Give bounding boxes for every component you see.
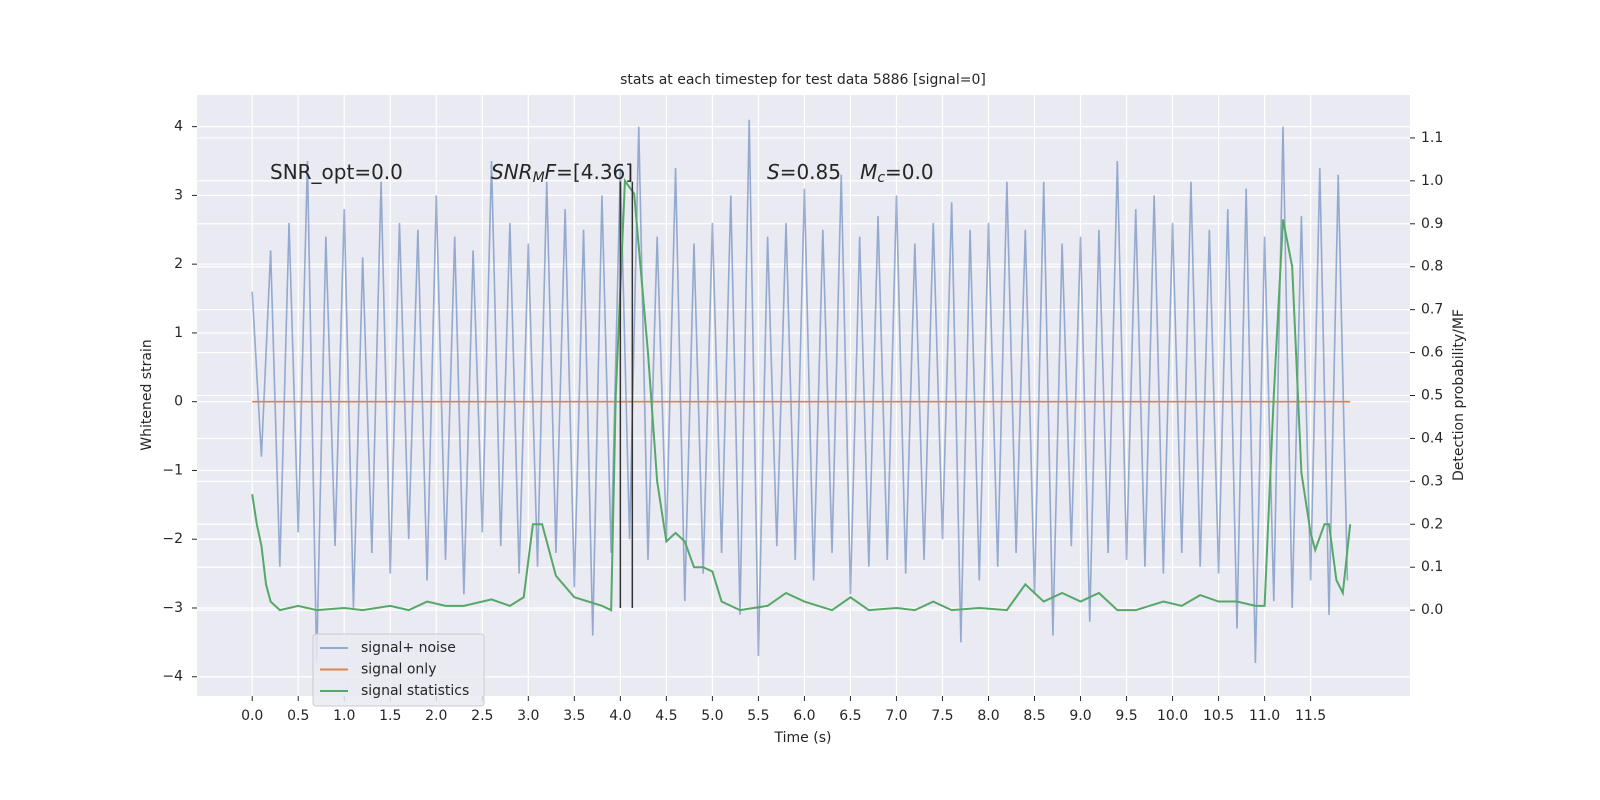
chart-title: stats at each timestep for test data 588… <box>620 72 986 88</box>
y2-tick-label: 0.2 <box>1421 516 1443 532</box>
annotation: S=0.85 Mc=0.0 <box>767 160 934 187</box>
y2-tick-label: 1.0 <box>1421 173 1443 189</box>
series-line <box>251 177 1352 612</box>
y-tick-label: 3 <box>174 187 183 203</box>
x-tick-label: 10.0 <box>1157 708 1188 724</box>
x-tick-label: 1.0 <box>333 708 355 724</box>
annotation-part: =[4.36] <box>556 160 633 184</box>
y-tick-label: 2 <box>174 256 183 272</box>
x-tick-label: 0.0 <box>241 708 263 724</box>
y2-axis-label: Detection probability/MF <box>1451 309 1467 481</box>
x-tick-label: 8.0 <box>977 708 999 724</box>
y2-tick-label: 0.0 <box>1421 602 1443 618</box>
y2-tick-label: 0.9 <box>1421 216 1443 232</box>
x-tick-label: 7.5 <box>931 708 953 724</box>
annotation-part: S <box>767 160 780 184</box>
x-tick-label: 2.0 <box>425 708 447 724</box>
x-tick-label: 0.5 <box>287 708 309 724</box>
y-axis-label: Whitened strain <box>139 339 155 450</box>
x-tick-label: 7.0 <box>885 708 907 724</box>
annotation: SNRMF=[4.36] <box>491 160 633 187</box>
legend-label: signal only <box>361 662 436 678</box>
x-tick-label: 10.5 <box>1203 708 1234 724</box>
x-tick-label: 5.5 <box>747 708 769 724</box>
y-tick-label: 4 <box>174 119 183 135</box>
x-tick-label: 11.0 <box>1249 708 1280 724</box>
y-tick-label: −1 <box>162 462 183 478</box>
x-axis-label: Time (s) <box>774 730 832 746</box>
legend-label: signal statistics <box>361 683 469 699</box>
legend-label: signal+ noise <box>361 640 456 656</box>
y2-tick-label: 0.7 <box>1421 302 1443 318</box>
x-tick-label: 6.5 <box>839 708 861 724</box>
annotation-part: M <box>533 170 545 186</box>
x-tick-label: 3.0 <box>517 708 539 724</box>
y2-tick-label: 0.6 <box>1421 345 1443 361</box>
x-tick-label: 4.0 <box>609 708 631 724</box>
y2-tick-label: 0.8 <box>1421 259 1443 275</box>
x-tick-label: 2.5 <box>471 708 493 724</box>
x-tick-label: 8.5 <box>1023 708 1045 724</box>
y2-tick-label: 0.4 <box>1421 430 1443 446</box>
annotation-part: SNR <box>491 160 533 184</box>
y2-tick-label: 1.1 <box>1421 130 1443 146</box>
x-tick-label: 9.0 <box>1069 708 1091 724</box>
x-tick-label: 5.0 <box>701 708 723 724</box>
x-tick-label: 6.0 <box>793 708 815 724</box>
marks <box>251 119 1352 664</box>
annotation: SNR_opt=0.0 <box>270 160 403 184</box>
x-tick-label: 9.5 <box>1115 708 1137 724</box>
annotation-part: M <box>860 160 877 184</box>
y-tick-label: 0 <box>174 394 183 410</box>
annotation-part: F <box>545 160 557 184</box>
annotation-part: SNR_opt=0.0 <box>270 160 403 184</box>
y-tick-label: −2 <box>162 531 183 547</box>
legend-box <box>312 633 485 707</box>
y2-tick-label: 0.3 <box>1421 473 1443 489</box>
x-tick-label: 11.5 <box>1295 708 1326 724</box>
x-tick-label: 3.5 <box>563 708 585 724</box>
annotation-part: =0.0 <box>885 160 934 184</box>
annotation-part: =0.85 <box>780 160 860 184</box>
y-tick-label: −4 <box>162 669 183 685</box>
y-tick-label: 1 <box>174 325 183 341</box>
y-tick-label: −3 <box>162 600 183 616</box>
y2-tick-label: 0.5 <box>1421 388 1443 404</box>
series-line <box>251 119 1349 664</box>
y2-tick-label: 0.1 <box>1421 559 1443 575</box>
x-tick-label: 4.5 <box>655 708 677 724</box>
annotation-part: c <box>877 170 885 186</box>
x-tick-label: 1.5 <box>379 708 401 724</box>
